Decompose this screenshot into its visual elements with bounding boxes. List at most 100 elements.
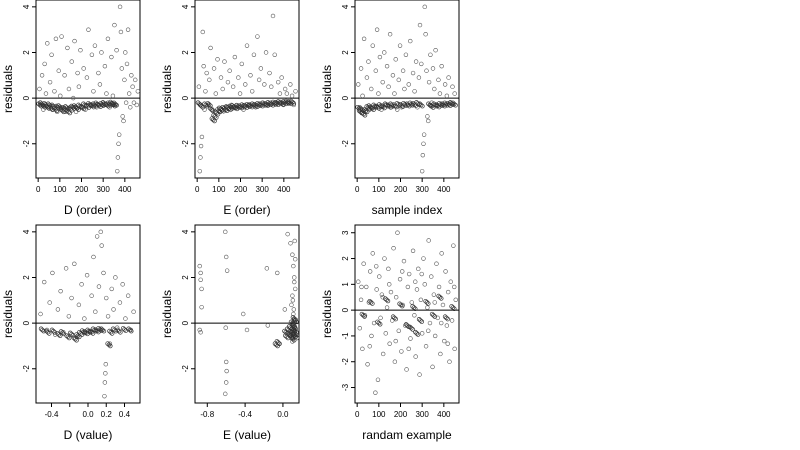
data-point (86, 27, 91, 32)
x-tick-label: 300 (415, 185, 429, 194)
x-tick-label: -0.8 (200, 410, 214, 419)
data-point (429, 274, 434, 279)
data-point (241, 311, 246, 317)
data-point (439, 296, 444, 301)
data-point (200, 29, 206, 35)
data-point (109, 331, 115, 336)
data-point (293, 89, 298, 94)
data-point (288, 319, 294, 325)
data-point (288, 82, 293, 87)
data-point (71, 95, 76, 101)
data-point (438, 351, 443, 357)
data-point (442, 314, 448, 319)
data-point (131, 100, 137, 105)
plot-frame (35, 0, 141, 179)
data-point (91, 89, 96, 94)
data-point (432, 300, 437, 305)
data-point (292, 238, 297, 244)
residual-panel-1: 0 100 200 300 400 -2 0 2 4 D (order) residuals (1, 0, 141, 217)
data-point (270, 13, 276, 19)
data-point (39, 73, 45, 78)
data-point (96, 70, 101, 76)
data-point (45, 330, 51, 335)
data-point (265, 100, 271, 105)
data-point (363, 108, 369, 113)
data-point (431, 313, 436, 318)
data-point (426, 301, 431, 306)
data-point (89, 52, 95, 57)
data-point (426, 79, 432, 85)
data-point (224, 368, 229, 374)
data-point (356, 279, 361, 284)
data-point (419, 319, 425, 324)
data-point (279, 75, 284, 80)
data-point (440, 302, 446, 308)
data-point (369, 86, 374, 92)
data-point (292, 318, 298, 324)
data-point (44, 328, 49, 334)
y-tick-label: 2 (341, 50, 350, 55)
data-point (52, 89, 57, 94)
data-point (393, 57, 398, 62)
data-point (201, 63, 206, 69)
y-tick-label: 0 (181, 95, 190, 100)
data-point (66, 314, 72, 319)
data-point (422, 282, 427, 287)
data-point (406, 271, 412, 277)
data-point (439, 320, 444, 326)
data-point (90, 326, 96, 332)
residual-panel-3: 0 100 200 300 400 -2 0 2 4 sample index residuals (320, 0, 460, 217)
data-point (393, 316, 399, 322)
data-point (223, 229, 228, 235)
data-point (244, 327, 250, 333)
data-point (134, 102, 139, 108)
residual-panel-6: 0 100 200 300 400 -3 -2 -1 0 1 2 3 randam example res… (320, 224, 460, 442)
data-point (129, 73, 134, 78)
data-point (420, 103, 425, 109)
data-point (427, 320, 433, 326)
data-point (277, 341, 282, 346)
data-point (48, 103, 54, 109)
x-axis-title: randam example (362, 428, 452, 442)
data-point (78, 48, 83, 53)
data-point (411, 101, 416, 106)
data-point (249, 101, 255, 107)
data-point (364, 109, 370, 115)
data-point (131, 309, 136, 314)
data-point (232, 54, 238, 60)
data-point (284, 334, 289, 340)
data-point (115, 168, 120, 174)
data-point (439, 63, 444, 69)
data-point (76, 302, 82, 308)
data-point (400, 68, 406, 73)
data-point (283, 330, 289, 335)
data-point (248, 73, 253, 78)
data-point (380, 295, 385, 300)
data-point (444, 323, 450, 328)
data-point (112, 22, 117, 28)
data-point (449, 318, 455, 323)
data-point (392, 315, 397, 321)
data-point (400, 303, 405, 309)
data-point (275, 340, 281, 345)
data-point (406, 346, 411, 352)
data-point (213, 91, 219, 96)
x-axis-title: E (value) (223, 428, 271, 442)
data-point (404, 101, 410, 107)
data-point (358, 66, 364, 71)
data-point (442, 100, 447, 106)
data-point (291, 311, 296, 317)
data-point (419, 271, 424, 277)
data-point (417, 22, 423, 28)
data-point (452, 91, 457, 96)
data-point (413, 59, 419, 64)
data-point (110, 93, 116, 99)
data-point (68, 330, 73, 336)
data-point (418, 318, 423, 323)
data-point (95, 101, 101, 107)
data-point (388, 101, 393, 107)
data-point (421, 132, 427, 137)
data-point (79, 328, 85, 333)
data-point (361, 111, 366, 117)
data-point (200, 105, 206, 110)
